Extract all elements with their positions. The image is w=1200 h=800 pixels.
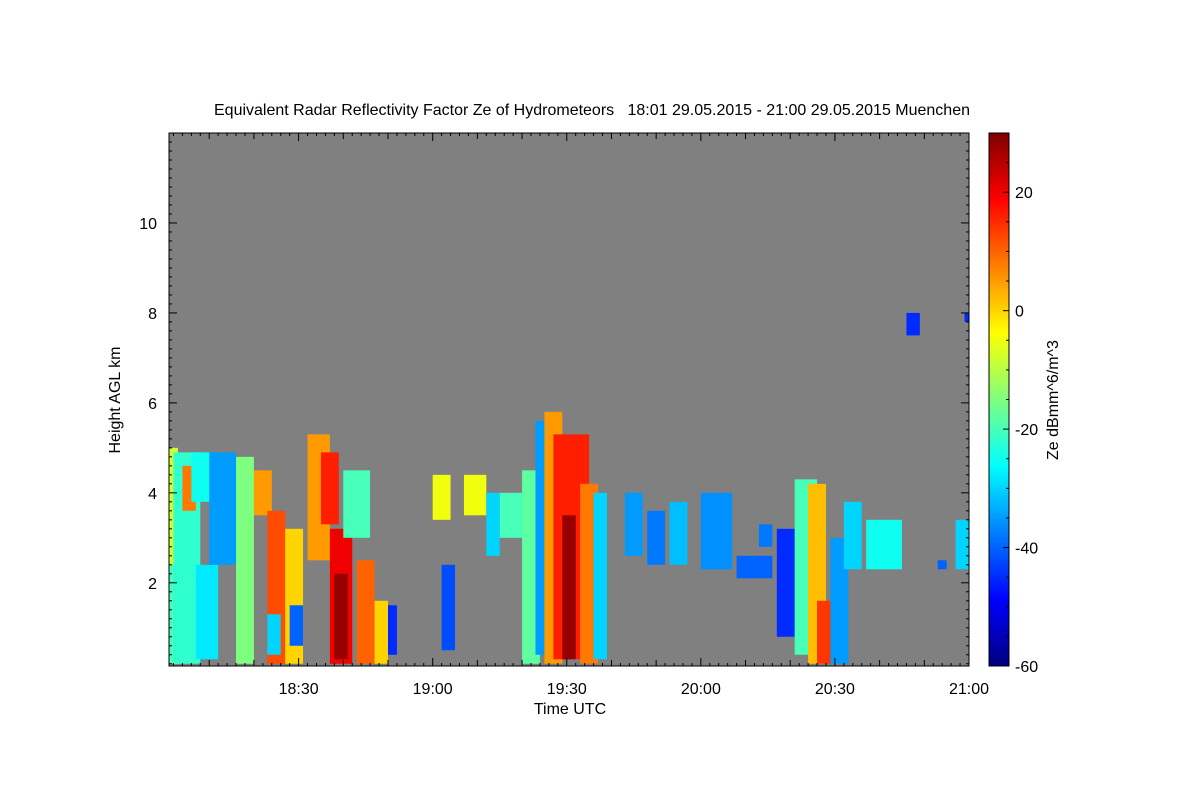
- reflectivity-cell: [499, 492, 523, 538]
- x-tick-label: 18:30: [279, 681, 319, 698]
- x-axis: 18:30 19:00 19:30 20:00 20:30 21:00: [172, 133, 989, 698]
- y-tick-label: 4: [148, 486, 157, 503]
- x-tick-label: 19:00: [413, 681, 453, 698]
- reflectivity-cell: [236, 456, 254, 664]
- reflectivity-cells: [169, 312, 969, 664]
- reflectivity-cell: [937, 560, 947, 570]
- reflectivity-cell: [906, 312, 920, 336]
- x-tick-label: 21:00: [949, 681, 989, 698]
- reflectivity-cell: [253, 470, 272, 516]
- reflectivity-cell: [267, 614, 281, 655]
- reflectivity-cell: [441, 564, 456, 651]
- reflectivity-cell: [387, 605, 397, 655]
- x-axis-label: Time UTC: [534, 701, 606, 718]
- reflectivity-cell: [463, 474, 487, 516]
- reflectivity-cell: [432, 474, 451, 520]
- reflectivity-cell: [776, 528, 795, 637]
- reflectivity-cell: [955, 519, 969, 570]
- reflectivity-cell: [195, 564, 219, 660]
- reflectivity-cell: [669, 501, 688, 565]
- reflectivity-cell: [758, 524, 773, 547]
- y-tick-label: 8: [148, 306, 157, 323]
- colorbar-tick-label: -40: [1015, 541, 1038, 558]
- y-tick-label: 2: [148, 576, 157, 593]
- reflectivity-cell: [647, 510, 666, 565]
- x-tick-label: 19:30: [547, 681, 587, 698]
- reflectivity-cell: [700, 492, 733, 570]
- reflectivity-cell: [209, 452, 237, 565]
- reflectivity-cell: [580, 483, 599, 664]
- x-tick-label: 20:00: [681, 681, 721, 698]
- y-axis-label: Height AGL km: [107, 346, 124, 453]
- reflectivity-cell: [356, 560, 375, 664]
- reflectivity-cell: [486, 492, 500, 556]
- colorbar-tick-label: -60: [1015, 659, 1038, 676]
- reflectivity-cell: [343, 470, 371, 538]
- colorbar-ticks: 20 0 -20 -40 -60: [1003, 132, 1038, 676]
- reflectivity-cell: [843, 501, 862, 570]
- y-tick-label: 10: [139, 216, 157, 233]
- reflectivity-cell: [624, 492, 643, 556]
- colorbar-tick-label: 0: [1015, 304, 1024, 321]
- reflectivity-cell: [866, 519, 902, 570]
- reflectivity-cell: [817, 600, 831, 664]
- colorbar-label: Ze dBmm^6/m^3: [1045, 340, 1062, 460]
- colorbar: 20 0 -20 -40 -60 Ze dBmm^6/m^3: [988, 132, 1062, 676]
- reflectivity-cell: [562, 515, 576, 660]
- y-tick-label: 6: [148, 396, 157, 413]
- x-tick-label: 20:30: [815, 681, 855, 698]
- reflectivity-cell: [374, 600, 388, 664]
- colorbar-tick-label: 20: [1015, 185, 1033, 202]
- reflectivity-cell: [593, 492, 607, 660]
- plot-area: [168, 132, 970, 667]
- chart-title: Equivalent Radar Reflectivity Factor Ze …: [214, 102, 970, 119]
- colorbar-tick-label: -20: [1015, 422, 1038, 439]
- reflectivity-cell: [334, 573, 348, 660]
- y-axis: 2 4 6 8 10: [139, 132, 969, 665]
- reflectivity-cell: [289, 605, 304, 646]
- reflectivity-cell: [736, 555, 773, 579]
- plot-frame: [168, 132, 970, 667]
- reflectivity-cell: [964, 312, 969, 322]
- reflectivity-cell: [320, 452, 339, 525]
